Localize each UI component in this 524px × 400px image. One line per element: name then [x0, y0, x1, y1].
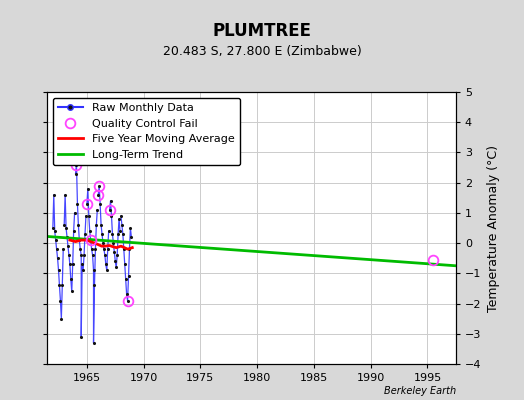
- Point: [89, 267, 97, 274]
- Point: [69, 261, 77, 268]
- Point: [108, 231, 117, 237]
- Point: [49, 225, 57, 231]
- Point: [65, 252, 73, 258]
- Point: [88, 246, 96, 252]
- Point: [96, 201, 104, 207]
- Point: [59, 246, 68, 252]
- Point: [71, 170, 80, 177]
- Point: [113, 252, 122, 258]
- Point: [104, 246, 112, 252]
- Point: [82, 213, 90, 219]
- Point: [117, 213, 125, 219]
- Point: [91, 246, 100, 252]
- Point: [56, 297, 64, 304]
- Point: [78, 261, 86, 268]
- Point: [54, 267, 63, 274]
- Point: [61, 192, 69, 198]
- Point: [101, 252, 109, 258]
- Point: [72, 161, 81, 168]
- Point: [83, 201, 91, 207]
- Point: [123, 297, 132, 304]
- Point: [114, 231, 122, 237]
- Point: [105, 207, 114, 213]
- Point: [85, 228, 94, 234]
- Point: [76, 246, 84, 252]
- Point: [73, 201, 82, 207]
- Point: [121, 261, 129, 268]
- Point: [74, 222, 83, 228]
- Point: [103, 267, 111, 274]
- Point: [62, 225, 70, 231]
- Text: Berkeley Earth: Berkeley Earth: [384, 386, 456, 396]
- Point: [107, 213, 116, 219]
- Point: [67, 276, 75, 282]
- Point: [77, 252, 85, 258]
- Point: [118, 231, 127, 237]
- Point: [99, 240, 107, 246]
- Point: [79, 267, 88, 274]
- Point: [81, 231, 89, 237]
- Point: [75, 237, 83, 243]
- Point: [100, 246, 108, 252]
- Point: [51, 237, 60, 243]
- Point: [106, 198, 115, 204]
- Point: [58, 282, 67, 289]
- Point: [123, 291, 131, 298]
- Point: [53, 255, 62, 262]
- Text: 20.483 S, 27.800 E (Zimbabwe): 20.483 S, 27.800 E (Zimbabwe): [162, 45, 362, 58]
- Point: [63, 234, 71, 240]
- Point: [118, 222, 126, 228]
- Point: [98, 231, 106, 237]
- Point: [94, 192, 103, 198]
- Point: [66, 261, 74, 268]
- Point: [124, 273, 133, 280]
- Point: [104, 228, 113, 234]
- Point: [77, 334, 85, 340]
- Point: [110, 249, 118, 255]
- Point: [122, 276, 130, 282]
- Point: [80, 252, 88, 258]
- Point: [111, 258, 119, 264]
- Point: [95, 182, 103, 189]
- Point: [50, 228, 59, 234]
- Point: [93, 207, 102, 213]
- Y-axis label: Temperature Anomaly (°C): Temperature Anomaly (°C): [487, 144, 500, 312]
- Point: [97, 222, 105, 228]
- Text: PLUMTREE: PLUMTREE: [213, 22, 311, 40]
- Point: [92, 222, 101, 228]
- Point: [126, 225, 135, 231]
- Point: [109, 240, 117, 246]
- Point: [68, 288, 76, 295]
- Point: [50, 192, 58, 198]
- Point: [84, 213, 93, 219]
- Point: [70, 228, 78, 234]
- Point: [86, 237, 95, 243]
- Point: [112, 264, 121, 270]
- Point: [89, 340, 97, 346]
- Point: [57, 316, 66, 322]
- Point: [70, 210, 79, 216]
- Legend: Raw Monthly Data, Quality Control Fail, Five Year Moving Average, Long-Term Tren: Raw Monthly Data, Quality Control Fail, …: [53, 98, 240, 165]
- Point: [116, 228, 124, 234]
- Point: [125, 246, 134, 252]
- Point: [52, 246, 61, 252]
- Point: [60, 222, 69, 228]
- Point: [90, 282, 99, 289]
- Point: [64, 243, 72, 249]
- Point: [115, 216, 123, 222]
- Point: [119, 246, 128, 252]
- Point: [127, 234, 136, 240]
- Point: [89, 252, 97, 258]
- Point: [84, 186, 92, 192]
- Point: [102, 261, 110, 268]
- Point: [55, 282, 63, 289]
